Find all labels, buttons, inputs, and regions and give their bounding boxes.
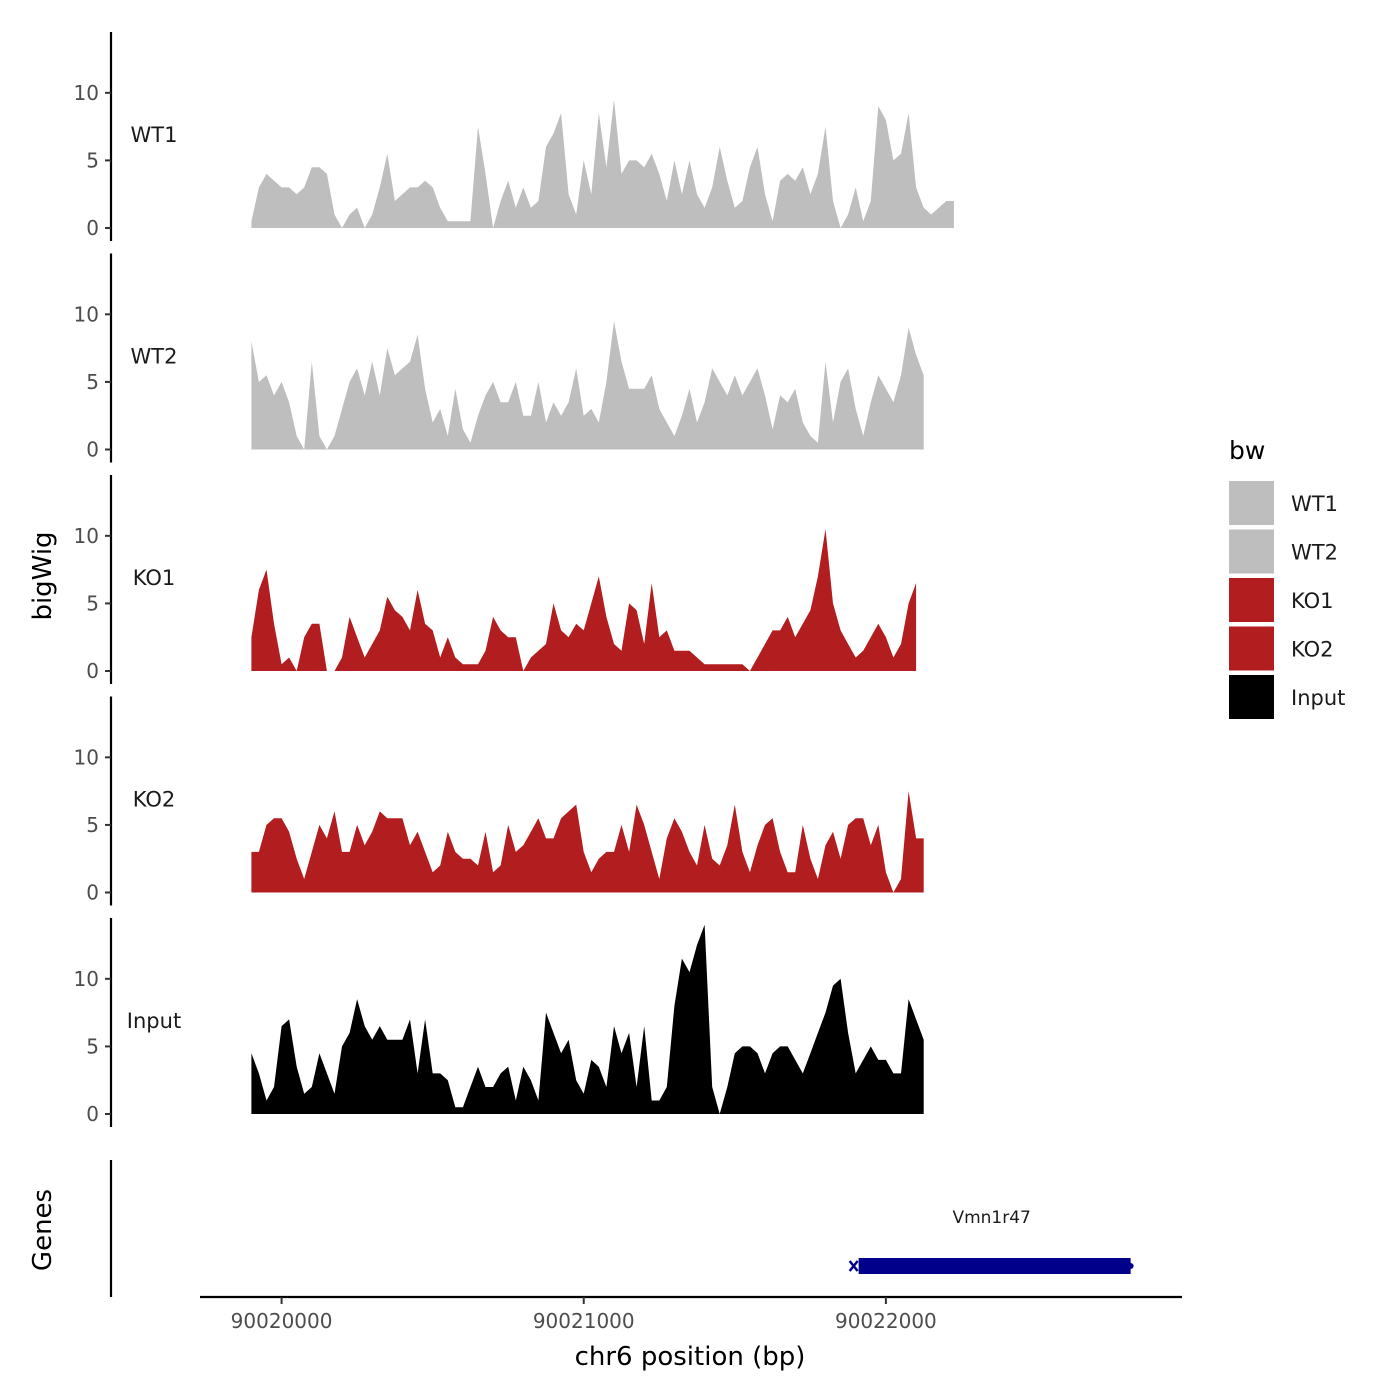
legend-swatch-input [1229,675,1274,719]
y-tick-label-wt2-5: 5 [86,370,99,394]
x-axis-title: chr6 position (bp) [575,1342,806,1372]
signal-tracks: 0 5 10 WT1 0 5 10 WT2 0 5 10 KO1 0 5 10 KO2 0 5 10 Input [74,32,954,1127]
area-input [251,924,924,1114]
legend: bw WT1 WT2 KO1 KO2 Input [1229,436,1345,719]
legend-swatch-ko2 [1229,626,1274,671]
legend-swatch-ko1 [1229,578,1274,622]
track-label-ko1: KO1 [133,566,176,590]
legend-label-ko2: KO2 [1291,638,1334,662]
y-tick-label-wt1-5: 5 [86,148,99,172]
legend-label-ko1: KO1 [1291,589,1334,613]
track-label-ko2: KO2 [133,788,176,812]
legend-swatch-wt1 [1229,481,1274,525]
x-tick-label-90022000: 90022000 [835,1309,937,1333]
y-tick-label-ko1-10: 10 [74,524,99,548]
y-tick-label-ko2-0: 0 [86,881,99,905]
track-wt1: 0 5 10 WT1 [74,32,954,241]
x-tick-label-90021000: 90021000 [533,1309,635,1333]
legend-label-wt1: WT1 [1291,492,1338,516]
legend-title: bw [1229,436,1265,465]
track-ko2: 0 5 10 KO2 [74,696,924,906]
gene-label-vmn1r47: Vmn1r47 [952,1208,1030,1228]
y-tick-label-ko1-0: 0 [86,659,99,683]
y-tick-label-input-0: 0 [86,1102,99,1126]
genes-panel: Vmn1r47 [109,1160,1134,1297]
y-tick-label-ko1-5: 5 [86,591,99,615]
area-wt1 [251,99,954,228]
x-axis: 90020000 90021000 90022000 [200,1295,1182,1333]
y-tick-label-input-10: 10 [74,967,99,991]
y-tick-label-wt1-10: 10 [74,81,99,105]
area-ko1 [251,529,917,671]
track-ko1: 0 5 10 KO1 [74,475,917,684]
legend-entry-ko2: KO2 [1229,626,1334,671]
track-label-wt2: WT2 [131,345,178,369]
gene-start-marker [848,1260,859,1272]
y-tick-label-wt2-10: 10 [74,302,99,326]
y-axis-title: bigWig [28,531,58,620]
legend-entry-wt1: WT1 [1229,481,1338,525]
track-label-input: Input [127,1009,181,1033]
area-wt2 [251,321,924,450]
y-tick-label-ko2-10: 10 [74,745,99,769]
area-ko2 [251,791,924,893]
legend-label-wt2: WT2 [1291,541,1338,565]
track-wt2: 0 5 10 WT2 [74,253,924,463]
gene-vmn1r47: Vmn1r47 [848,1208,1134,1274]
genes-axis-title: Genes [28,1189,58,1271]
legend-entry-input: Input [1229,675,1345,719]
x-tick-label-90020000: 90020000 [231,1309,333,1333]
y-tick-label-input-5: 5 [86,1034,99,1058]
gene-end-marker [1127,1263,1134,1269]
legend-entry-wt2: WT2 [1229,529,1338,574]
y-tick-label-ko2-5: 5 [86,813,99,837]
legend-label-input: Input [1291,686,1345,710]
legend-swatch-wt2 [1229,529,1274,574]
track-input: 0 5 10 Input [74,918,924,1127]
track-label-wt1: WT1 [131,123,178,147]
y-tick-label-wt1-0: 0 [86,216,99,240]
gene-body-vmn1r47 [858,1258,1131,1274]
legend-entry-ko1: KO1 [1229,578,1334,622]
y-tick-label-wt2-0: 0 [86,438,99,462]
